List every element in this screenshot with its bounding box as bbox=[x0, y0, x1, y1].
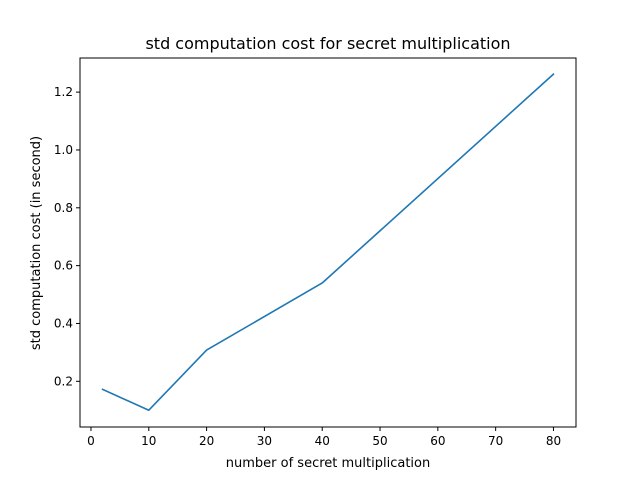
x-tick-label: 10 bbox=[141, 434, 156, 448]
y-tick-label: 1.2 bbox=[54, 85, 73, 99]
y-tick-label: 0.6 bbox=[54, 259, 73, 273]
x-tick-label: 50 bbox=[372, 434, 387, 448]
x-tick-label: 70 bbox=[488, 434, 503, 448]
x-tick-label: 80 bbox=[546, 434, 561, 448]
y-tick-label: 0.4 bbox=[54, 316, 73, 330]
x-tick-label: 30 bbox=[257, 434, 272, 448]
axes-frame bbox=[79, 57, 577, 428]
x-tick-label: 60 bbox=[430, 434, 445, 448]
x-axis-label: number of secret multiplication bbox=[226, 456, 430, 471]
x-tick-label: 0 bbox=[87, 434, 95, 448]
x-axis-ticks: 0 10 20 30 40 50 60 70 80 bbox=[87, 427, 561, 448]
plot-area bbox=[101, 73, 555, 412]
y-tick-label: 0.8 bbox=[54, 201, 73, 215]
y-tick-label: 1.0 bbox=[54, 143, 73, 157]
y-axis-ticks: 0.2 0.4 0.6 0.8 1.0 1.2 bbox=[54, 85, 80, 388]
x-tick-label: 20 bbox=[199, 434, 214, 448]
y-tick-label: 0.2 bbox=[54, 374, 73, 388]
chart-title: std computation cost for secret multipli… bbox=[145, 34, 510, 53]
series-line bbox=[101, 73, 555, 412]
x-tick-label: 40 bbox=[315, 434, 330, 448]
y-axis-label: std computation cost (in second) bbox=[29, 136, 44, 350]
